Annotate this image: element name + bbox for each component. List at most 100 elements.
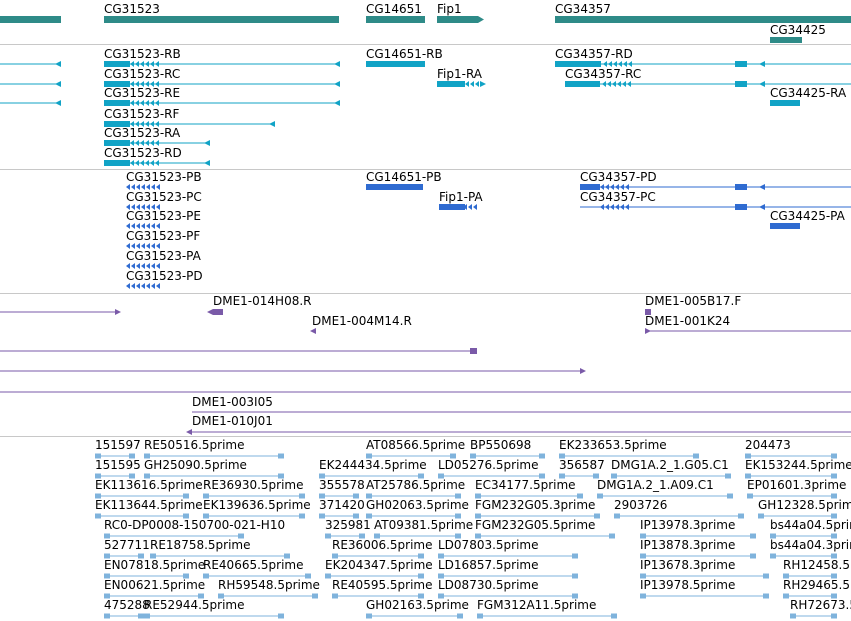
est-block	[332, 553, 338, 559]
est-label[interactable]: 356587	[559, 458, 605, 472]
est-label[interactable]: EN00621.5prime	[104, 578, 206, 592]
est-block	[183, 573, 189, 579]
est-label[interactable]: EC34177.5prime	[475, 478, 576, 492]
est-label[interactable]: AT09381.5prime	[374, 518, 474, 532]
est-label[interactable]: EK204347.5prime	[325, 558, 433, 572]
clone-label[interactable]: DME1-003I05	[192, 395, 273, 409]
est-label[interactable]: RE40595.5prime	[332, 578, 433, 592]
est-label[interactable]: 475288	[104, 598, 150, 612]
est-label[interactable]: 2903726	[614, 498, 668, 512]
transcript-label[interactable]: CG31523-RD	[104, 146, 182, 160]
est-label[interactable]: LD08730.5prime	[438, 578, 539, 592]
gene-label[interactable]: CG34357	[555, 2, 611, 16]
est-label[interactable]: GH25090.5prime	[144, 458, 247, 472]
exon-chevron	[155, 140, 159, 146]
gene-label[interactable]: CG34425	[770, 23, 826, 37]
est-label[interactable]: EP01601.3prime	[747, 478, 847, 492]
est-label[interactable]: FGM232G05.5prime	[475, 518, 596, 532]
protein-label[interactable]: CG31523-PA	[126, 249, 201, 263]
est-label[interactable]: 151597	[95, 438, 141, 452]
est-label[interactable]: EK113616.5prime	[95, 478, 203, 492]
est-label[interactable]: 325981	[325, 518, 371, 532]
protein-label[interactable]: CG34357-PC	[580, 190, 656, 204]
est-label[interactable]: LD05276.5prime	[438, 458, 539, 472]
est-label[interactable]: IP13878.3prime	[640, 538, 736, 552]
protein-label[interactable]: CG31523-PD	[126, 269, 203, 283]
exon-chevron	[126, 283, 130, 289]
protein-label[interactable]: CG31523-PC	[126, 190, 202, 204]
est-label[interactable]: EK244434.5prime	[319, 458, 427, 472]
clone-label[interactable]: DME1-014H08.R	[213, 294, 312, 308]
gene-label[interactable]: Fip1	[437, 2, 462, 16]
est-label[interactable]: IP13978.5prime	[640, 578, 736, 592]
protein-label[interactable]: CG31523-PE	[126, 209, 201, 223]
est-label[interactable]: DMG1A.2_1.A09.C1	[597, 478, 714, 492]
exon-chevron	[602, 81, 606, 87]
est-label[interactable]: DMG1A.2_1.G05.C1	[611, 458, 729, 472]
est-label[interactable]: RH72673.5prime	[790, 598, 851, 612]
est-label[interactable]: EN07818.5prime	[104, 558, 206, 572]
transcript-label[interactable]: CG34357-RC	[565, 67, 642, 81]
protein-label[interactable]: CG31523-PF	[126, 229, 201, 243]
est-label[interactable]: RE18758.5prime	[150, 538, 251, 552]
est-label[interactable]: EK153244.5prime	[745, 458, 851, 472]
est-label[interactable]: 151595	[95, 458, 141, 472]
est-label[interactable]: GH12328.5prime	[758, 498, 851, 512]
clone-label[interactable]: DME1-005B17.F	[645, 294, 742, 308]
est-block	[475, 513, 481, 519]
gene-label[interactable]: CG31523	[104, 2, 160, 16]
est-label[interactable]: IP13978.3prime	[640, 518, 736, 532]
est-label[interactable]: AT25786.5prime	[366, 478, 466, 492]
est-label[interactable]: RE40665.5prime	[203, 558, 304, 572]
protein-label[interactable]: CG34425-PA	[770, 209, 845, 223]
transcript-label[interactable]: CG31523-RA	[104, 126, 181, 140]
transcript-label[interactable]: CG31523-RB	[104, 47, 181, 61]
protein-label[interactable]: CG31523-PB	[126, 170, 202, 184]
clone-label[interactable]: DME1-004M14.R	[312, 314, 412, 328]
est-label[interactable]: EK233653.5prime	[559, 438, 667, 452]
est-label[interactable]: RH12458.5prime	[783, 558, 851, 572]
est-label[interactable]: RE36006.5prime	[332, 538, 433, 552]
est-label[interactable]: RE36930.5prime	[203, 478, 304, 492]
est-label[interactable]: GH02163.5prime	[366, 598, 469, 612]
est-label[interactable]: RE50516.5prime	[144, 438, 245, 452]
est-label[interactable]: AT08566.5prime	[366, 438, 466, 452]
transcript-label[interactable]: CG34357-RD	[555, 47, 633, 61]
est-label[interactable]: RE52944.5prime	[144, 598, 245, 612]
est-label[interactable]: EK113644.5prime	[95, 498, 203, 512]
gene-label[interactable]: CG14651	[366, 2, 422, 16]
est-label[interactable]: EK139636.5prime	[203, 498, 311, 512]
est-block	[438, 473, 444, 479]
est-label[interactable]: FGM232G05.3prime	[475, 498, 596, 512]
est-label[interactable]: RC0-DP0008-150700-021-H10	[104, 518, 286, 532]
est-label[interactable]: IP13678.3prime	[640, 558, 736, 572]
est-label[interactable]: bs44a04.3prime	[770, 538, 851, 552]
est-label[interactable]: BP550698	[470, 438, 532, 452]
transcript-label[interactable]: CG31523-RF	[104, 107, 180, 121]
est-label[interactable]: 371420	[319, 498, 365, 512]
transcript-label[interactable]: CG34425-RA	[770, 86, 847, 100]
protein-label[interactable]: Fip1-PA	[439, 190, 483, 204]
est-label[interactable]: 355578	[319, 478, 365, 492]
est-label[interactable]: 527711	[104, 538, 150, 552]
exon-chevron	[470, 81, 474, 87]
est-label[interactable]: RH29465.5prime	[783, 578, 851, 592]
transcript-label[interactable]: Fip1-RA	[437, 67, 483, 81]
clone-label[interactable]: DME1-001K24	[645, 314, 731, 328]
est-label[interactable]: bs44a04.5prime	[770, 518, 851, 532]
exon-chevron	[150, 81, 154, 87]
transcript-label[interactable]: CG14651-RB	[366, 47, 443, 61]
protein-label[interactable]: CG34357-PD	[580, 170, 657, 184]
est-label[interactable]: LD16857.5prime	[438, 558, 539, 572]
est-label[interactable]: RH59548.5prime	[218, 578, 320, 592]
clone-label[interactable]: DME1-010J01	[192, 414, 273, 428]
est-label[interactable]: LD07803.5prime	[438, 538, 539, 552]
transcript-label[interactable]: CG31523-RC	[104, 67, 181, 81]
est-label[interactable]: 204473	[745, 438, 791, 452]
est-block	[745, 473, 751, 479]
transcript-label[interactable]: CG31523-RE	[104, 86, 181, 100]
protein-label[interactable]: CG14651-PB	[366, 170, 442, 184]
est-label[interactable]: FGM312A11.5prime	[477, 598, 597, 612]
est-label[interactable]: GH02063.5prime	[366, 498, 469, 512]
